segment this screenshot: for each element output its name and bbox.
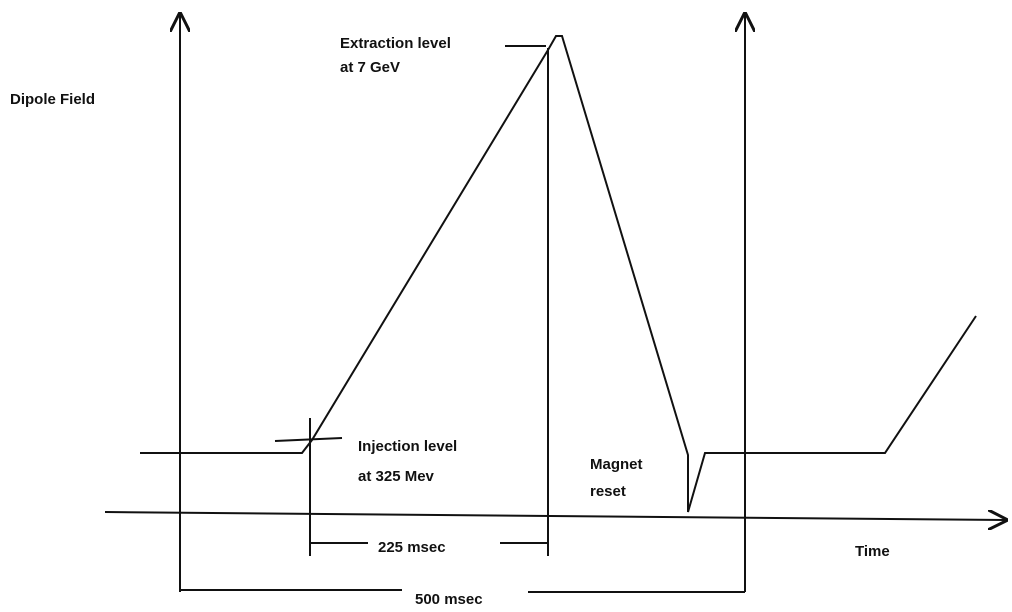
injection-tick <box>274 437 343 442</box>
injection-label: at 325 Mev <box>358 468 435 485</box>
ramp-duration: 225 msec <box>378 539 446 556</box>
injection-label: Injection level <box>358 438 457 455</box>
extraction-label: at 7 GeV <box>340 59 400 76</box>
x-axis-label: Time <box>855 543 890 560</box>
cycle-duration: 500 msec <box>415 591 483 608</box>
reset-label: Magnet <box>590 456 643 473</box>
y-axis-label: Dipole Field <box>10 91 95 108</box>
time-axis <box>104 512 1006 520</box>
field-waveform <box>140 35 977 513</box>
extraction-label: Extraction level <box>340 35 451 52</box>
reset-label: reset <box>590 483 626 500</box>
